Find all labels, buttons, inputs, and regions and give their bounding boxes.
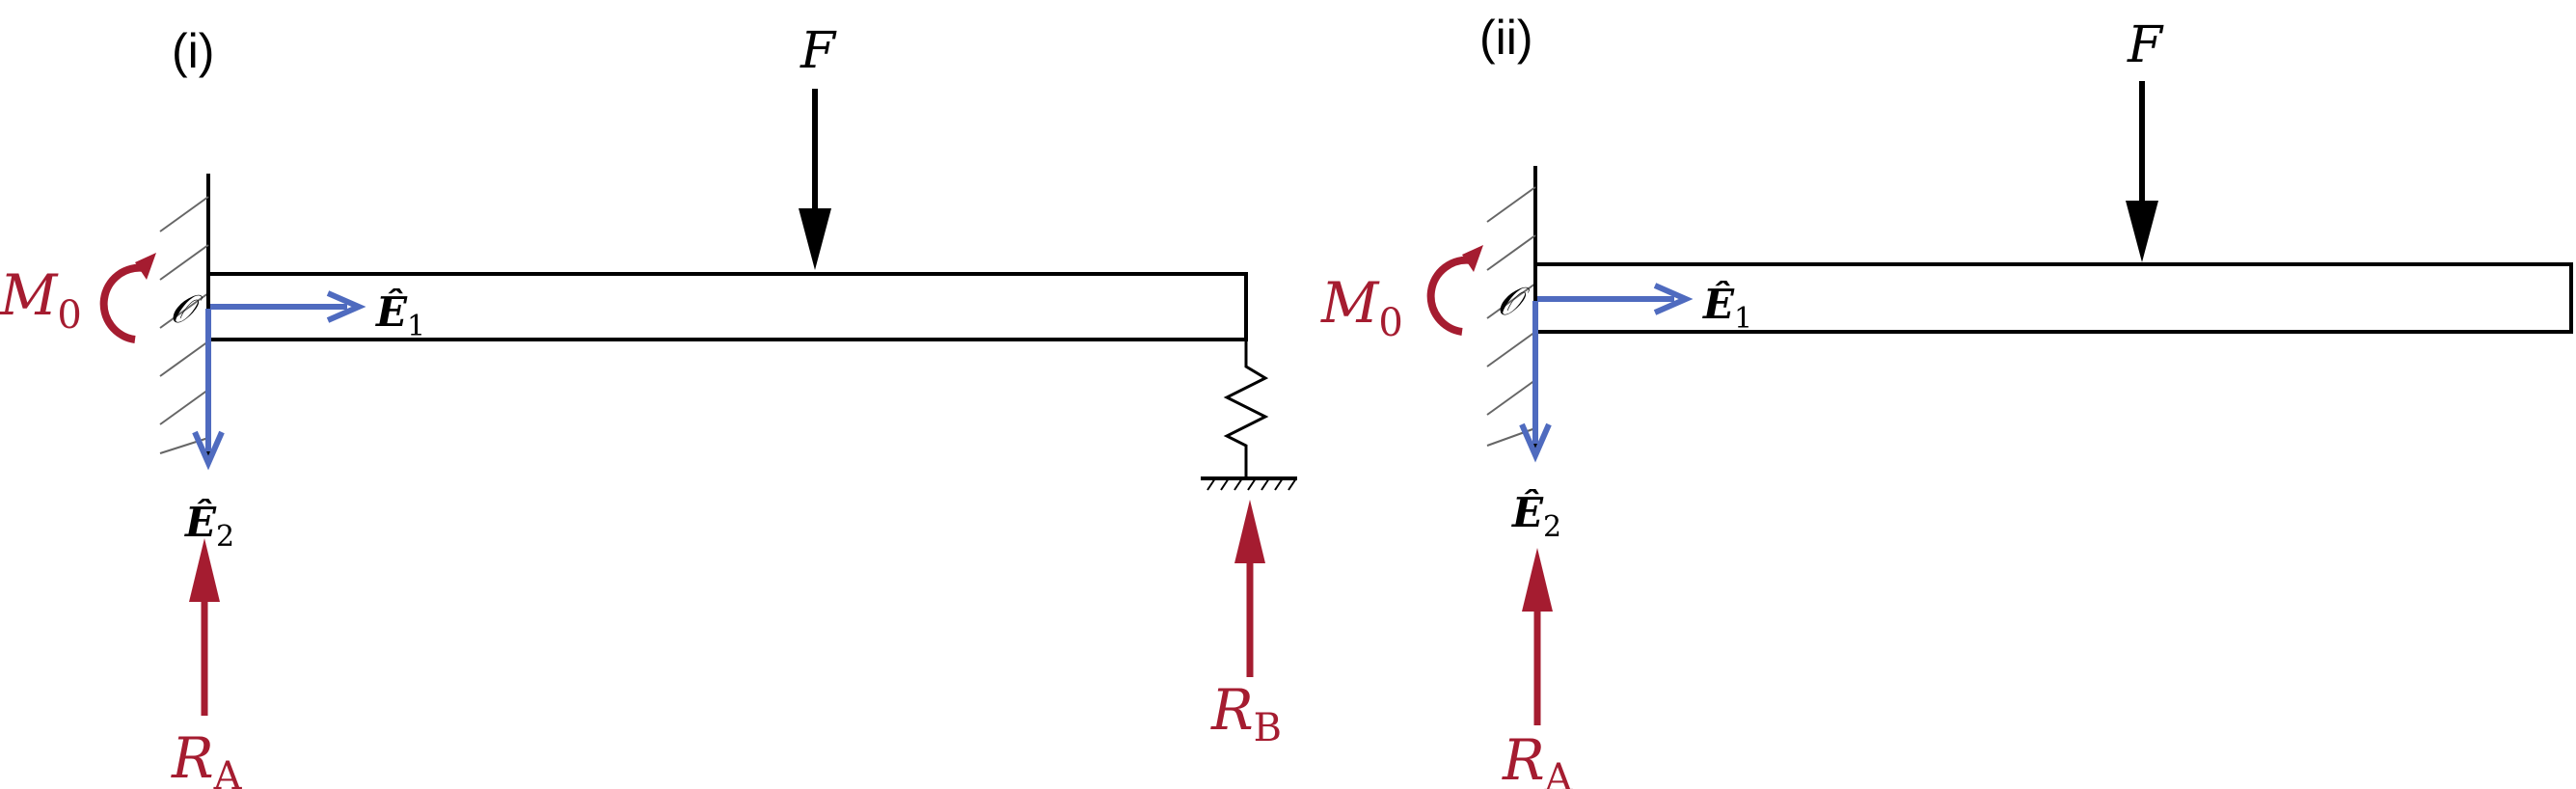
panel-ii: (ii) F M0 𝒪 bbox=[1320, 11, 2571, 789]
origin-label-i: 𝒪 bbox=[170, 287, 203, 332]
moment-label-ii: M0 bbox=[1320, 270, 1403, 345]
reaction-a-arrow-ii bbox=[1522, 548, 1553, 725]
e1-arrow-i bbox=[210, 293, 359, 320]
moment-label-i: M0 bbox=[0, 262, 82, 338]
reaction-a-label-ii: RA bbox=[1502, 727, 1574, 789]
reaction-a-arrow-i bbox=[189, 538, 220, 716]
e2-arrow-ii bbox=[1522, 301, 1549, 455]
spring-support-i bbox=[1201, 340, 1297, 490]
moment-arrow-i bbox=[104, 253, 156, 340]
moment-arrow-ii bbox=[1431, 245, 1483, 332]
e2-arrow-i bbox=[195, 309, 222, 463]
origin-label-ii: 𝒪 bbox=[1497, 280, 1531, 324]
panel-i: (i) F bbox=[0, 22, 1297, 789]
reaction-a-label-i: RA bbox=[171, 725, 243, 789]
force-arrow-ii bbox=[2126, 81, 2158, 262]
e2-label-i: Ê2 bbox=[184, 498, 234, 554]
e1-label-ii: Ê1 bbox=[1702, 280, 1752, 336]
force-arrow-i bbox=[799, 89, 831, 270]
e2-label-ii: Ê2 bbox=[1511, 488, 1561, 544]
reaction-b-label-i: RB bbox=[1210, 677, 1282, 750]
panel-label-i: (i) bbox=[172, 24, 214, 78]
e1-arrow-ii bbox=[1537, 286, 1686, 313]
panel-label-ii: (ii) bbox=[1479, 11, 1533, 65]
force-label-i: F bbox=[800, 22, 837, 80]
e1-label-i: Ê1 bbox=[375, 287, 425, 343]
reaction-b-arrow-i bbox=[1234, 500, 1265, 677]
force-label-ii: F bbox=[2127, 16, 2164, 74]
